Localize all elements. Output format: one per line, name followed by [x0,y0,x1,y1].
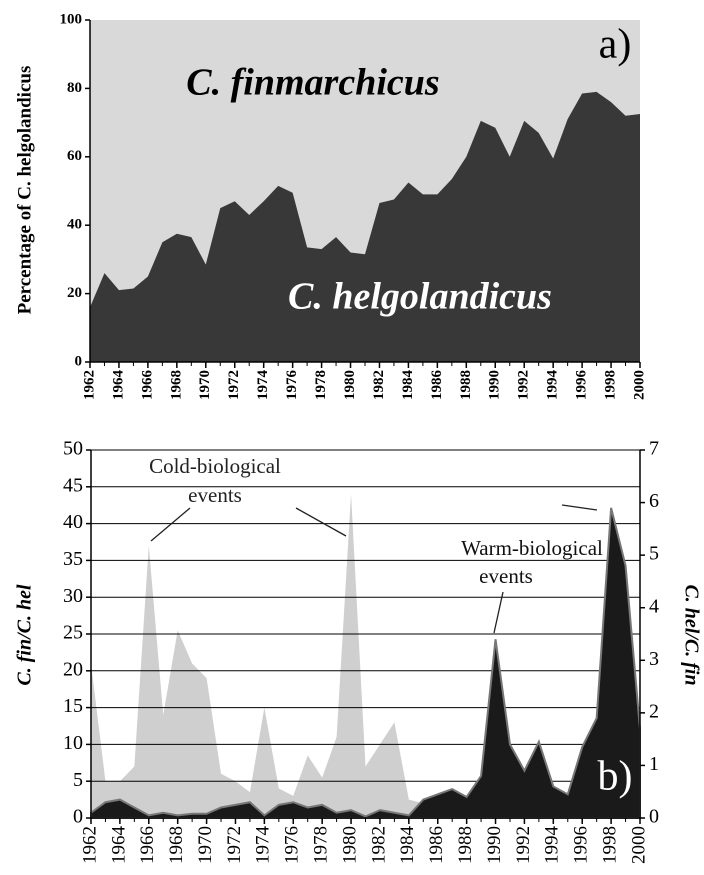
x-tick-label: 1968 [168,370,184,400]
x-tick-label: 1992 [513,826,534,864]
x-tick-label: 1980 [342,370,358,400]
y2-tick-label: 4 [649,595,659,617]
x-tick-label: 1988 [458,370,474,400]
x-tick-label: 1984 [397,826,418,865]
x-tick-label: 1998 [599,826,620,864]
annotation: events [479,564,533,588]
x-tick-label: 1962 [81,370,97,400]
y2-tick-label: 3 [649,648,659,670]
x-tick-label: 1976 [282,826,303,864]
x-tick-label: 1986 [429,370,445,401]
y2-axis-label: C. hel/C. fin [680,584,702,685]
x-tick-label: 1972 [224,826,245,864]
annotation-pointer [150,507,191,542]
x-tick-label: 1964 [110,370,126,401]
y-tick-label: 80 [67,80,82,96]
y-tick-label: 0 [73,806,83,828]
x-tick-label: 1982 [371,370,387,400]
area [91,494,640,818]
x-tick-label: 1990 [484,826,505,864]
y2-tick-label: 2 [649,700,659,722]
y-tick-label: 50 [63,438,83,460]
y-tick-label: 100 [60,11,83,27]
y-tick-label: 0 [75,353,83,369]
x-tick-label: 1974 [255,370,271,401]
annotation: events [188,483,242,507]
x-tick-label: 1982 [368,826,389,864]
y-tick-label: 10 [63,732,83,754]
x-tick-label: 1968 [166,826,187,864]
x-tick-label: 2000 [628,826,649,864]
y-tick-label: 5 [73,769,83,791]
annotation-pointer [493,591,504,634]
x-tick-label: 1976 [284,370,300,401]
y2-tick-label: 7 [649,438,659,460]
x-tick-label: 1978 [311,826,332,864]
x-tick-label: 1964 [108,826,129,865]
x-tick-label: 1996 [571,826,592,864]
area [90,91,640,362]
annotation: C. finmarchicus [186,62,439,104]
y-tick-label: 20 [67,285,82,301]
annotation: b) [598,754,633,800]
x-tick-label: 1994 [545,370,561,401]
y-tick-label: 25 [63,622,83,644]
x-tick-label: 1970 [197,370,213,400]
annotation-pointer [561,504,598,511]
annotation: Cold-biological [149,454,281,478]
x-tick-label: 1970 [195,826,216,864]
x-tick-label: 1994 [542,826,563,865]
x-tick-label: 1990 [487,370,503,400]
x-tick-label: 1980 [339,826,360,864]
x-tick-label: 1978 [313,370,329,400]
annotation: a) [599,22,632,68]
x-tick-label: 1962 [79,826,100,864]
annotation: Warm-biological [461,536,603,560]
x-tick-label: 1996 [574,370,590,401]
y-tick-label: 45 [63,474,83,496]
x-tick-label: 1972 [226,370,242,400]
annotation-pointer [295,507,347,537]
y-tick-label: 40 [63,511,83,533]
y-tick-label: 40 [67,217,82,233]
y-axis-label: Percentage of C. helgolandicus [14,66,35,315]
y-tick-label: 15 [63,695,83,717]
area [90,507,641,819]
x-tick-label: 1966 [137,826,158,864]
y-tick-label: 35 [63,548,83,570]
x-tick-label: 1984 [400,370,416,401]
y2-tick-label: 5 [649,543,659,565]
y-tick-label: 60 [67,148,82,164]
y-tick-label: 20 [63,658,83,680]
y2-tick-label: 1 [649,753,659,775]
x-tick-label: 2000 [631,370,647,400]
y-axis-label: C. fin/C. hel [14,584,36,686]
x-tick-label: 1974 [253,826,274,865]
y2-tick-label: 6 [649,490,659,512]
annotation: C. helgolandicus [288,276,552,318]
y-tick-label: 30 [63,585,83,607]
x-tick-label: 1966 [139,370,155,401]
x-tick-label: 1986 [426,826,447,864]
x-tick-label: 1992 [516,370,532,400]
y2-tick-label: 0 [649,806,659,828]
x-tick-label: 1998 [602,370,618,400]
x-tick-label: 1988 [455,826,476,864]
